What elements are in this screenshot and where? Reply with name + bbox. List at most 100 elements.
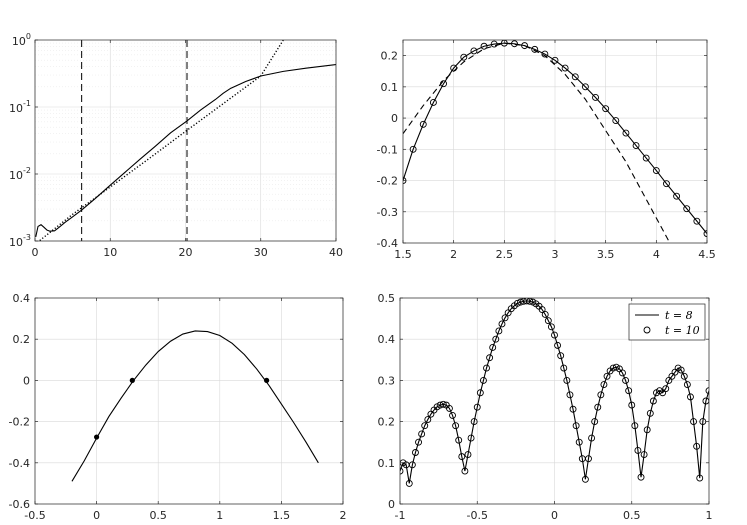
series-2-marker <box>643 426 651 434</box>
series-2-marker <box>405 479 413 487</box>
data-point <box>264 377 270 383</box>
series-2-marker <box>585 455 592 463</box>
series-2-marker <box>569 405 577 413</box>
series-2-marker <box>445 404 453 412</box>
series-1-marker <box>602 105 610 113</box>
ticks: -1 -0.5 0 0.5 1 0 0.1 0.2 0.3 0.4 0.5 <box>378 292 713 522</box>
series-2-marker <box>646 409 654 417</box>
x-tick-label: 20 <box>179 246 193 259</box>
y-tick-label: 0.1 <box>381 81 399 94</box>
y-tick-label: 0.2 <box>381 50 399 63</box>
y-tick-label: -0.1 <box>377 143 398 156</box>
panel-bottom-left: -0.5 0 0.5 1 1.5 2 -0.6 -0.4 -0.2 0 0.2 0.4 <box>9 292 347 522</box>
panel-top-right: 1.5 2 2.5 3 3.5 4 4.5 -0.4 -0.3 -0.2 -0.1 0 0.1 0.2 <box>377 39 716 261</box>
series-1-marker <box>683 205 691 213</box>
series-1-line <box>403 42 707 234</box>
series-2-marker <box>452 422 460 430</box>
plot-area <box>400 298 709 487</box>
series-2-marker <box>418 430 426 438</box>
legend-label: t = 10 <box>665 324 700 337</box>
y-tick-label: -0.4 <box>377 237 398 250</box>
series-2-marker <box>572 422 580 430</box>
series-1-marker <box>490 40 498 48</box>
ticks: 0 10 20 30 40 10-3 10-2 10-1 100 <box>9 32 343 259</box>
x-tick-label: 1 <box>216 509 223 522</box>
panel-bottom-right: -1 -0.5 0 0.5 1 0 0.1 0.2 0.3 0.4 0.5 t = 8 t = 10 <box>378 292 713 522</box>
series-2-marker <box>699 418 707 426</box>
series-2-marker <box>400 467 404 475</box>
ticks: 1.5 2 2.5 3 3.5 4 4.5 -0.4 -0.3 -0.2 -0.1 0 0.1 0.2 <box>377 40 716 261</box>
y-tick-label: 0 <box>388 498 395 511</box>
series-2-marker <box>492 335 500 343</box>
series-2-marker <box>600 381 608 388</box>
legend-box <box>628 303 706 341</box>
y-tick-label: 0 <box>391 112 398 125</box>
y-tick-label: 0.1 <box>378 457 396 470</box>
y-tick-label: 100 <box>12 32 31 48</box>
series-2-marker <box>470 418 478 426</box>
series-1-marker <box>663 180 670 188</box>
y-tick-label: 0.5 <box>378 292 396 305</box>
x-tick-label: 4.5 <box>698 248 716 261</box>
series-2-marker <box>557 352 565 360</box>
series-2-marker <box>625 387 633 395</box>
x-tick-label: 0.5 <box>149 509 167 522</box>
series-2-marker <box>631 422 639 430</box>
x-tick-label: 40 <box>329 246 343 259</box>
y-tick-label: -0.3 <box>377 206 398 219</box>
series-2-marker <box>680 372 688 380</box>
series-2-marker <box>449 411 456 419</box>
x-tick-label: 2 <box>340 509 347 522</box>
series-2-marker <box>415 438 422 446</box>
x-tick-label: 10 <box>103 246 117 259</box>
x-tick-label: -1 <box>395 509 406 522</box>
series-2-marker <box>513 299 521 307</box>
legend-marker-swatch <box>643 326 651 334</box>
series-2-marker <box>603 372 611 380</box>
series-1-marker <box>480 42 488 50</box>
series-2-marker <box>597 391 605 399</box>
series-1-marker <box>419 120 427 128</box>
series-1-marker <box>703 230 707 238</box>
series-1-marker <box>622 129 630 137</box>
y-tick-label: 0 <box>23 374 30 387</box>
y-tick-label: 10-1 <box>9 99 31 115</box>
series-2-marker <box>594 403 602 411</box>
series-2-marker <box>541 311 549 318</box>
series-1-marker <box>460 53 468 61</box>
series-1-marker <box>673 192 681 200</box>
series-2-marker <box>696 474 704 482</box>
series-2-line <box>403 42 671 243</box>
series-2-marker <box>581 475 589 483</box>
y-tick-label: 0.4 <box>13 292 31 305</box>
series-2-marker <box>464 451 472 459</box>
series-2-marker <box>690 418 697 426</box>
series-2-marker <box>687 393 694 401</box>
x-tick-label: 0 <box>32 246 39 259</box>
series-2-marker <box>412 449 419 456</box>
series-1-marker <box>571 73 579 81</box>
series-2-marker <box>544 317 552 325</box>
series-1-marker <box>652 167 660 174</box>
data-point <box>94 434 100 440</box>
x-tick-label: 30 <box>254 246 268 259</box>
data-point <box>129 377 135 383</box>
series-2-marker <box>483 364 490 372</box>
series-1-marker <box>470 47 478 55</box>
series-2-marker <box>649 397 657 405</box>
series-2-marker <box>554 341 562 349</box>
series-2-marker <box>551 331 558 339</box>
series-1-marker <box>511 40 518 48</box>
series-2-marker <box>560 364 568 372</box>
series-2-marker <box>476 389 484 397</box>
series-1-marker <box>632 142 640 150</box>
series-1-line <box>35 64 336 238</box>
y-tick-label: -0.6 <box>9 498 30 511</box>
series-1-marker <box>531 45 539 53</box>
series-1-marker <box>561 64 569 72</box>
series-2-marker <box>622 376 630 384</box>
series-2-marker <box>677 366 685 374</box>
series-2-marker <box>467 434 475 442</box>
x-tick-label: 1 <box>706 509 713 522</box>
series-2-marker <box>588 434 596 442</box>
